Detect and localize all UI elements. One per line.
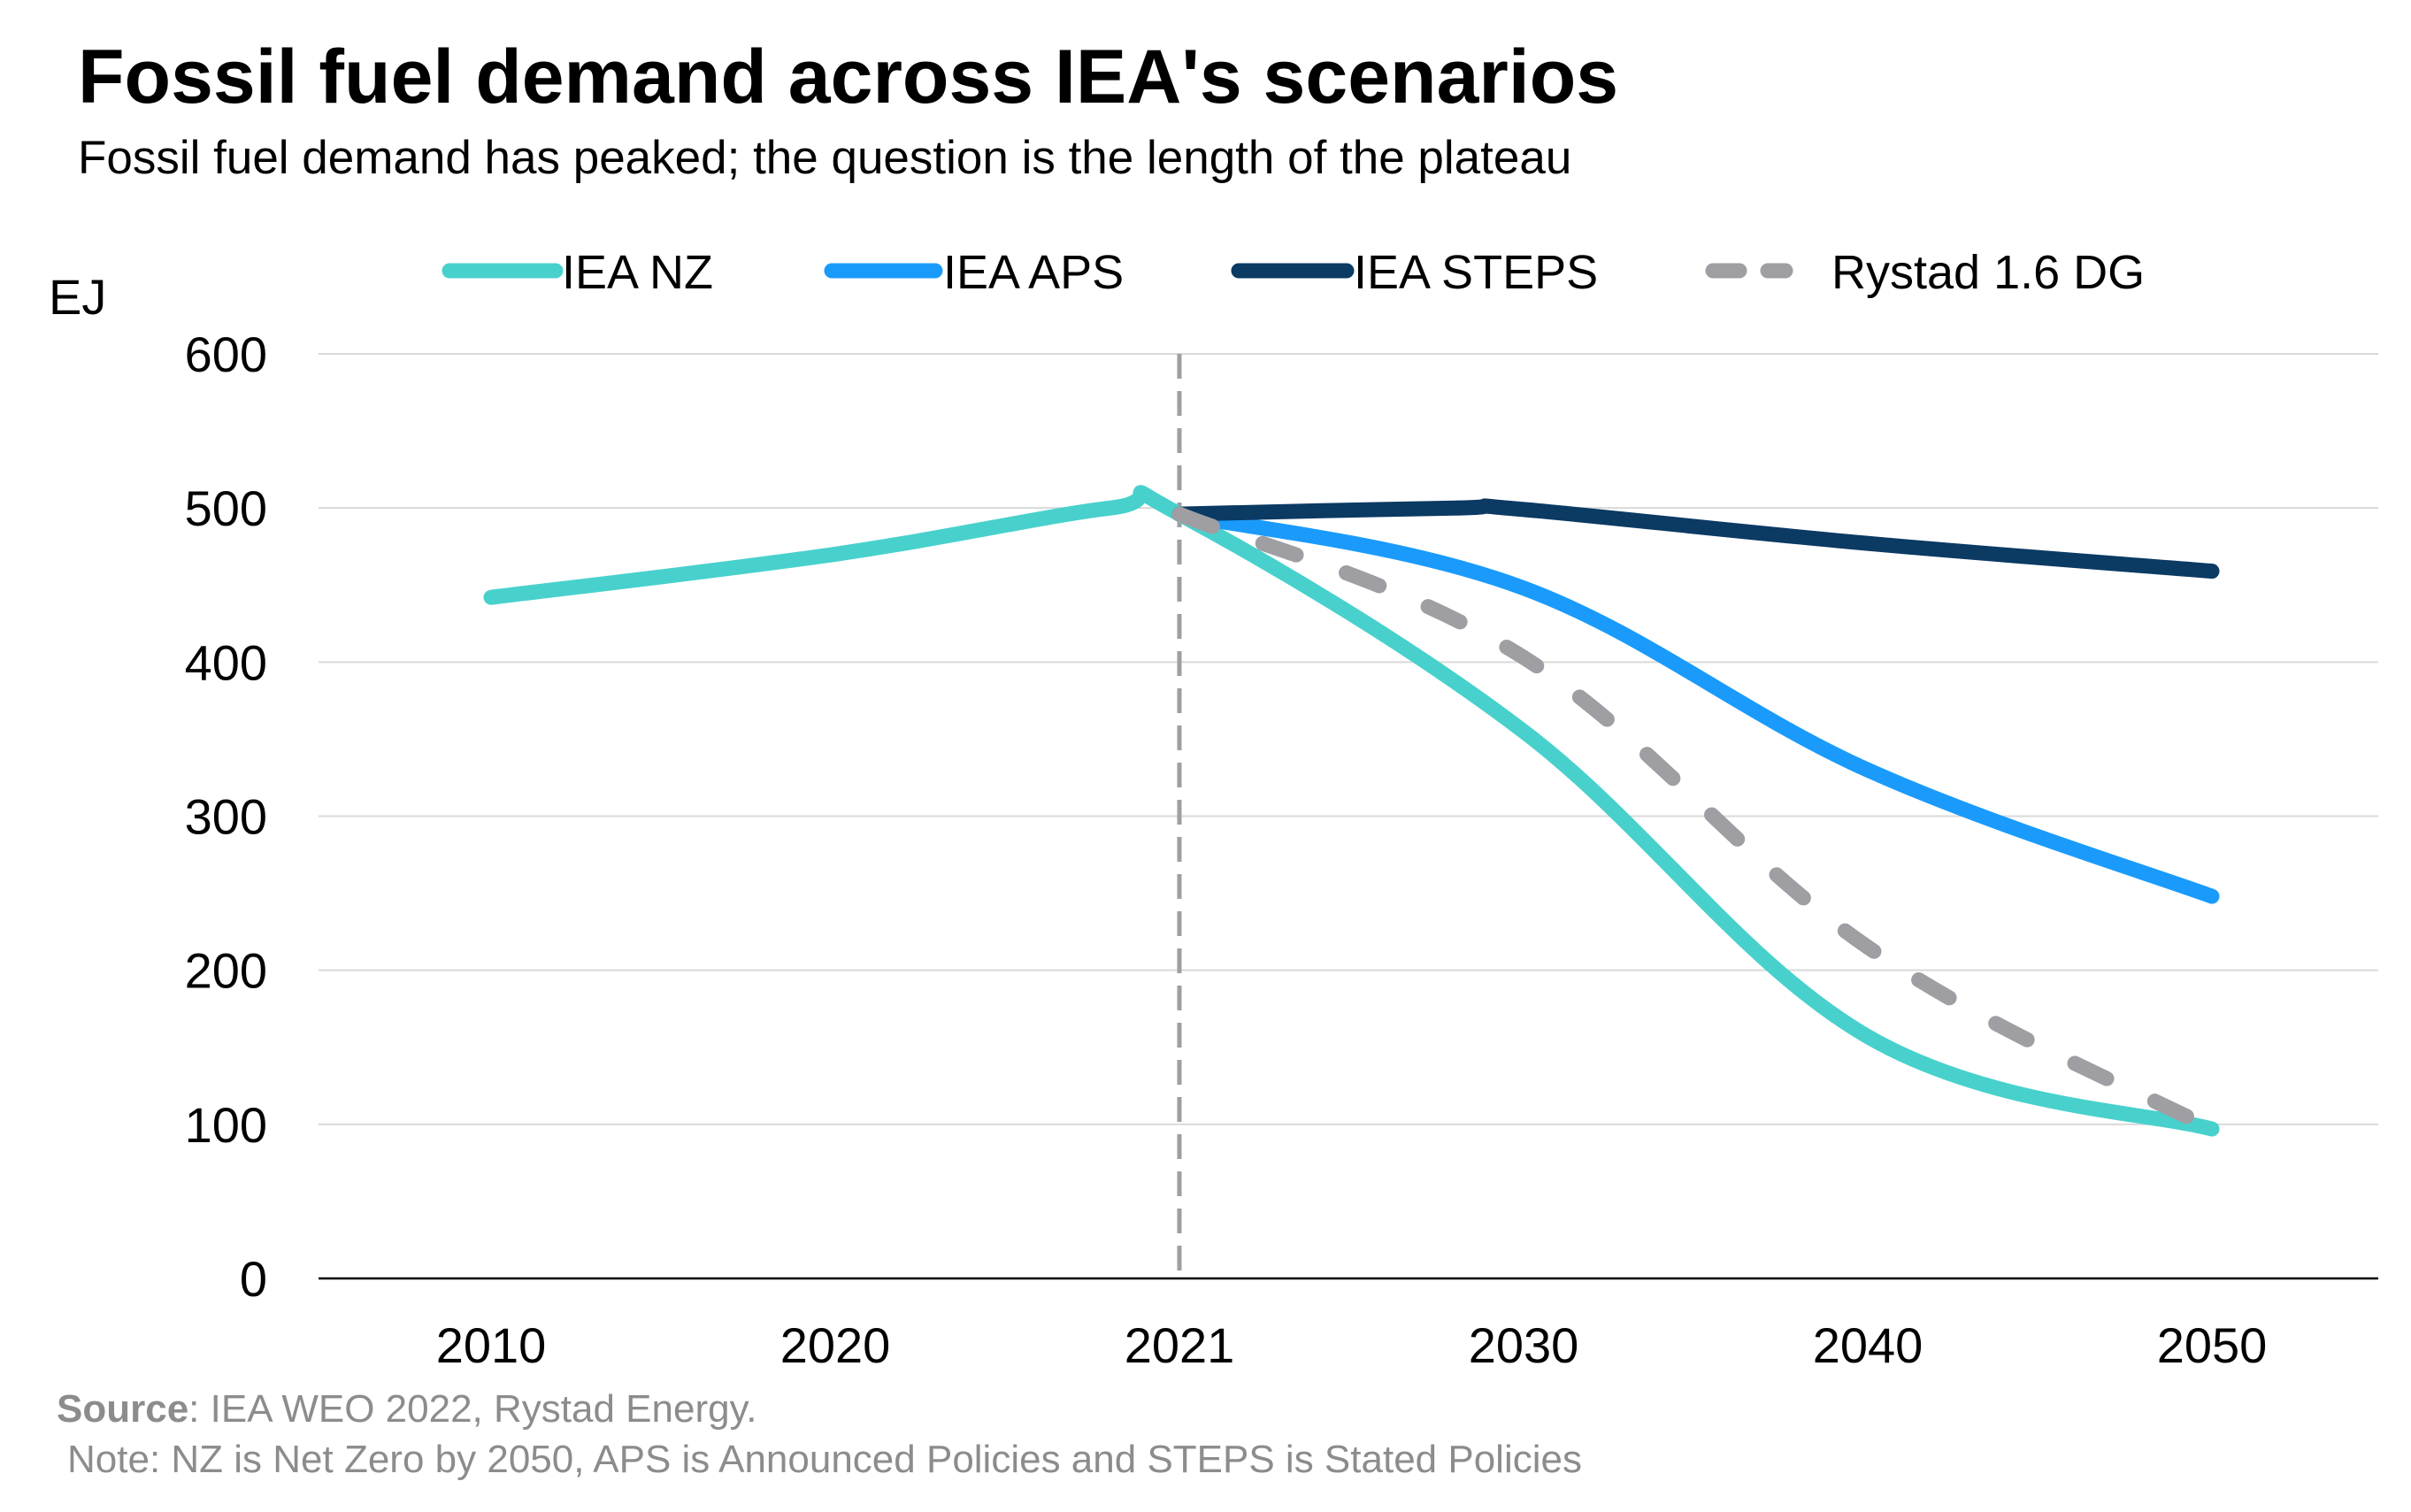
source-label: Source	[57, 1387, 189, 1431]
y-tick-label: 400	[185, 634, 267, 690]
gridlines	[319, 353, 2378, 1125]
x-tick-label: 2030	[1469, 1317, 1579, 1373]
x-tick-label: 2010	[436, 1317, 547, 1373]
x-tick-label: 2020	[780, 1317, 891, 1373]
legend-label-iea-steps: IEA STEPS	[1354, 246, 1598, 299]
chart-subtitle: Fossil fuel demand has peaked; the quest…	[78, 132, 1572, 184]
y-tick-label: 500	[185, 480, 267, 536]
series-group	[483, 485, 2220, 1137]
y-axis-label: EJ	[49, 269, 106, 325]
x-tick-label: 2021	[1125, 1317, 1235, 1373]
series-line-iea-steps	[1171, 498, 2220, 579]
x-tick-label: 2050	[2157, 1317, 2268, 1373]
series-line-iea-aps	[1171, 506, 2220, 904]
chart-title: Fossil fuel demand across IEA's scenario…	[78, 35, 1619, 119]
axis-group: 0 100 200 300 400 500 600 EJ 2010 2020 2021 2030 204…	[49, 269, 2378, 1373]
y-tick-label: 100	[185, 1097, 267, 1153]
source-text: : IEA WEO 2022, Rystad Energy.	[188, 1387, 757, 1431]
legend-label-iea-nz: IEA NZ	[562, 246, 713, 299]
note-line: Note: NZ is Net Zero by 2050, APS is Ann…	[67, 1438, 1582, 1481]
y-tick-label: 0	[240, 1251, 267, 1307]
y-tick-label: 600	[185, 326, 267, 382]
source-line: Source: IEA WEO 2022, Rystad Energy.	[57, 1387, 757, 1431]
y-tick-label: 300	[185, 789, 267, 845]
series-line-iea-nz	[483, 485, 2220, 1137]
legend-label-iea-aps: IEA APS	[943, 246, 1124, 299]
y-tick-label: 200	[185, 943, 267, 999]
legend: IEA NZ IEA APS IEA STEPS Rystad 1.6 DG	[442, 246, 2145, 299]
x-tick-label: 2040	[1813, 1317, 1923, 1373]
legend-label-rystad-1-6-dg: Rystad 1.6 DG	[1831, 246, 2145, 299]
